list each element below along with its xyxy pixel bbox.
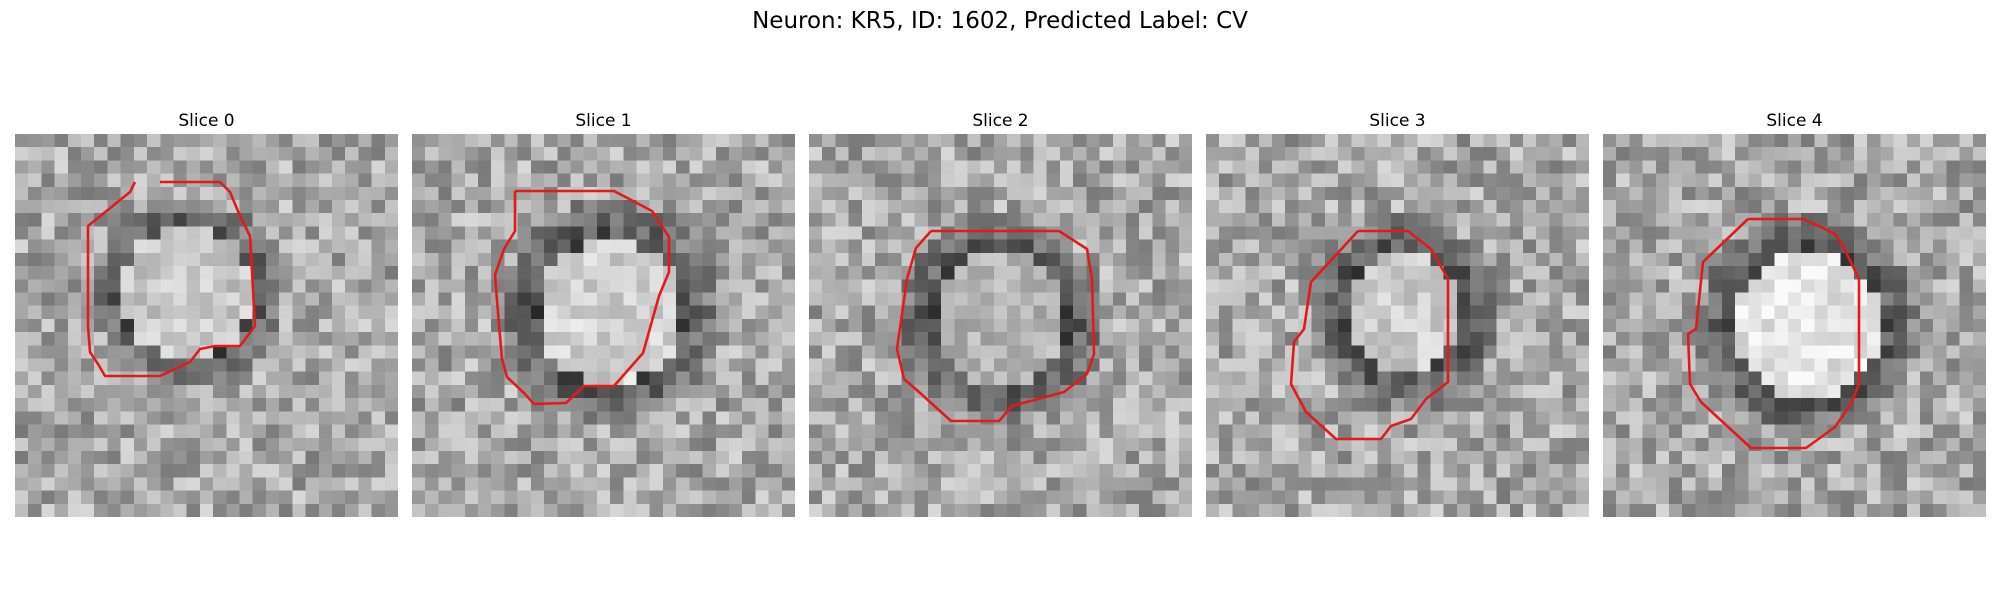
slice-title: Slice 0: [178, 111, 235, 131]
slice-title: Slice 2: [972, 111, 1029, 131]
slice-panel-4: Slice 4: [1603, 108, 1986, 517]
slice-panel-0: Slice 0: [15, 108, 398, 517]
slice-panel-1: Slice 1: [412, 108, 795, 517]
figure-title: Neuron: KR5, ID: 1602, Predicted Label: …: [752, 8, 1248, 34]
microscopy-image: [412, 134, 795, 517]
microscopy-image: [809, 134, 1192, 517]
slice-panel-2: Slice 2: [809, 108, 1192, 517]
microscopy-image: [15, 134, 398, 517]
slice-image: [412, 134, 795, 517]
slice-title: Slice 4: [1766, 111, 1823, 131]
slice-image: [1603, 134, 1986, 517]
slice-image: [809, 134, 1192, 517]
roi-contour: [1686, 217, 1861, 450]
roi-contour: [86, 180, 257, 378]
slice-panel-3: Slice 3: [1206, 108, 1589, 517]
slice-image: [15, 134, 398, 517]
slice-title: Slice 1: [575, 111, 632, 131]
slice-title: Slice 3: [1369, 111, 1426, 131]
roi-contour: [493, 189, 671, 406]
slice-image: [1206, 134, 1589, 517]
roi-contour: [1289, 229, 1450, 441]
microscopy-image: [1603, 134, 1986, 517]
roi-contour: [895, 229, 1096, 423]
microscopy-image: [1206, 134, 1589, 517]
